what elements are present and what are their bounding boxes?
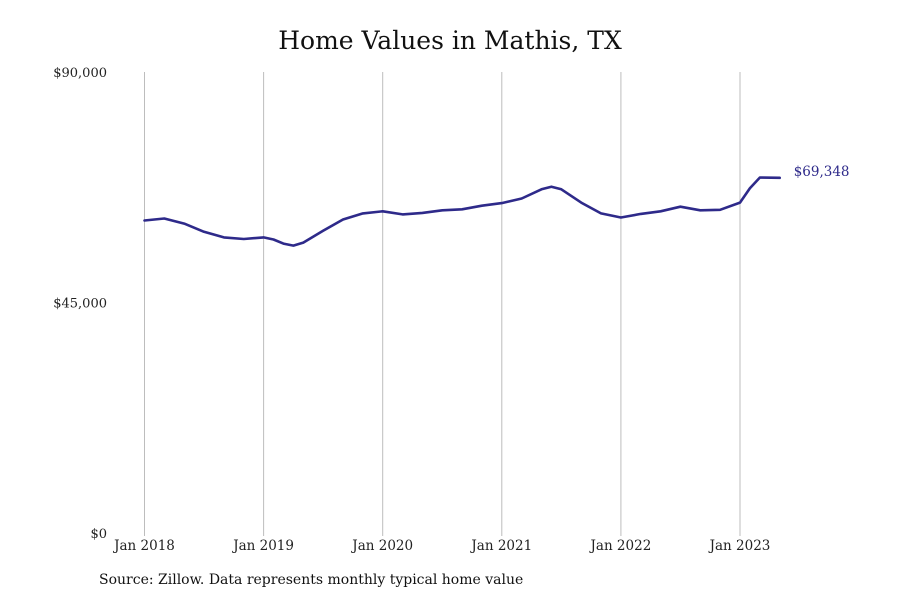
- x-tick-label: Jan 2022: [588, 538, 651, 554]
- x-tick-label: Jan 2019: [231, 538, 294, 554]
- source-note: Source: Zillow. Data represents monthly …: [99, 572, 524, 588]
- chart-title: Home Values in Mathis, TX: [278, 26, 622, 55]
- x-tick-label: Jan 2021: [469, 538, 532, 554]
- x-tick-label: Jan 2018: [112, 538, 175, 554]
- y-tick-label: $90,000: [53, 66, 107, 81]
- series-line: [143, 176, 781, 247]
- y-tick-label: $45,000: [53, 297, 107, 312]
- x-tick-label: Jan 2023: [708, 538, 771, 554]
- y-tick-label: $0: [90, 527, 107, 542]
- x-tick-label: Jan 2020: [350, 538, 413, 554]
- end-value-label: $69,348: [794, 164, 850, 180]
